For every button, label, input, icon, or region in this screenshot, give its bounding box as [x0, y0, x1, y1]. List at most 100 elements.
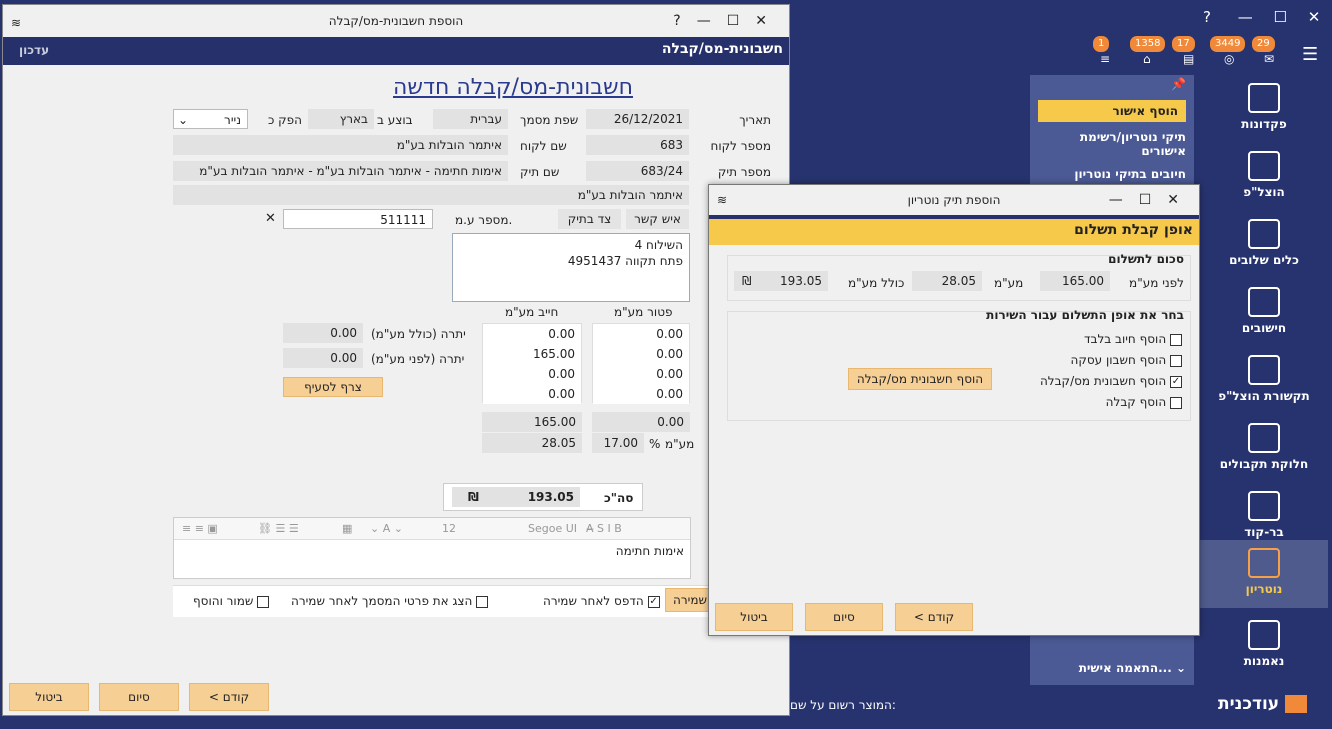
maximize-icon[interactable]: ☐ [726, 13, 756, 29]
format-icon[interactable]: ⌄ A ⌄ [370, 522, 403, 535]
option-checkbox[interactable] [1170, 354, 1182, 367]
vat-pct-field[interactable]: 17.00 [592, 433, 644, 453]
show-option[interactable]: הצג את פרטי המסמך לאחר שמירה [291, 594, 489, 608]
update-button[interactable]: עדכון [19, 43, 50, 57]
nav-receipts[interactable]: חלוקת תקבולים [1200, 415, 1328, 483]
help-icon[interactable]: ? [673, 13, 697, 29]
pin-icon[interactable]: 📌 [1171, 77, 1186, 91]
gavel-icon [1248, 151, 1280, 181]
file-no-field[interactable]: 683/24 [586, 161, 689, 181]
prev-button[interactable]: < קודם [895, 603, 973, 631]
exempt-header: פטור מע"מ [614, 305, 673, 319]
nav-communication[interactable]: תקשורת הוצל"פ [1200, 347, 1328, 415]
add-invoice-button[interactable]: הוסף חשבונית מס/קבלה [848, 368, 992, 390]
doc-lang-select[interactable]: עברית [433, 109, 508, 129]
attach-button[interactable]: צרף לסעיף [283, 377, 383, 397]
option-checkbox[interactable] [1170, 396, 1182, 409]
nav-trust[interactable]: נאמנות [1200, 612, 1328, 680]
liable-row-1[interactable]: 0.00 [483, 324, 581, 344]
align-icon[interactable]: ≡ ≡ ▣ [182, 522, 218, 535]
exec-in-select[interactable]: בארץ [308, 109, 374, 129]
finish-button[interactable]: סיום [99, 683, 179, 711]
nav-notary[interactable]: נוטריון [1200, 540, 1328, 608]
cancel-button[interactable]: ביטול [715, 603, 793, 631]
nav-execution[interactable]: הוצל"פ [1200, 143, 1328, 211]
finish-button[interactable]: סיום [805, 603, 883, 631]
client-no-field[interactable]: 683 [586, 135, 689, 155]
badge-5[interactable]: 29 [1252, 36, 1275, 52]
exempt-row-1[interactable]: 0.00 [593, 324, 689, 344]
maximize-icon[interactable]: ☐ [1273, 8, 1287, 26]
coin-icon[interactable]: ◎ [1224, 52, 1235, 66]
print-checkbox[interactable]: ✓ [647, 595, 660, 608]
print-option[interactable]: הדפס לאחר שמירה ✓ [543, 594, 660, 608]
address-box[interactable]: השילוח 4 פתח תקווה 4951437 [452, 233, 690, 302]
nav-barcode[interactable]: בר-קוד [1200, 483, 1328, 551]
incl-vat-field: ₪ 193.05 [734, 271, 828, 291]
badge-1[interactable]: 1 [1093, 36, 1110, 52]
option-tax-invoice[interactable]: הוסף חשבונית מס/קבלה ✓ [1039, 374, 1182, 388]
stack-icon[interactable]: ≡ [1100, 52, 1111, 66]
save-add-option[interactable]: שמור והוסף [193, 594, 270, 608]
badge-2[interactable]: 1358 [1130, 36, 1166, 52]
minimize-icon[interactable]: — [1237, 8, 1253, 26]
nav-calculations[interactable]: חישובים [1200, 279, 1328, 347]
text-style-icon[interactable]: A̶ S I B [586, 522, 622, 535]
liable-row-2[interactable]: 165.00 [483, 344, 581, 364]
client-full-field[interactable]: איתמר הובלות בע"מ [173, 185, 689, 205]
table-icon[interactable]: ▦ [342, 522, 353, 535]
vat-no-input[interactable]: 511111 [283, 209, 433, 229]
add-approval-item[interactable]: הוסף אישור [1038, 100, 1186, 122]
prev-button[interactable]: < קודם [189, 683, 269, 711]
liable-row-3[interactable]: 0.00 [483, 364, 581, 384]
font-size-select[interactable]: 12 [442, 522, 456, 535]
notes-editor[interactable]: ≡ ≡ ▣ ⛓ ☰ ☰ ▦ ⌄ A ⌄ 12 Segoe UI A̶ S I B… [173, 517, 691, 579]
chevron-down-icon: ⌄ [178, 113, 189, 127]
bank-icon[interactable]: ⌂ [1143, 52, 1151, 66]
nav-tools[interactable]: כלים שלובים [1200, 211, 1328, 279]
clear-icon[interactable]: ✕ [265, 211, 276, 226]
close-icon[interactable]: ✕ [1167, 192, 1195, 208]
notary-charges-item[interactable]: חיובים בתיקי נוטריון [1074, 167, 1186, 181]
exempt-row-4[interactable]: 0.00 [593, 384, 689, 404]
contact-button[interactable]: איש קשר [626, 209, 689, 229]
save-add-checkbox[interactable] [257, 595, 270, 608]
nav-label: תקשורת הוצל"פ [1218, 389, 1310, 403]
liable-column[interactable]: 0.00 165.00 0.00 0.00 [482, 323, 582, 404]
option-receipt[interactable]: הוסף קבלה [1106, 395, 1182, 409]
customize-item[interactable]: התאמה אישית... ⌄ [1078, 661, 1186, 675]
badge-3[interactable]: 17 [1172, 36, 1195, 52]
show-checkbox[interactable] [476, 595, 489, 608]
option-checkbox[interactable] [1170, 333, 1182, 346]
font-select[interactable]: Segoe UI [528, 522, 578, 535]
option-transaction-account[interactable]: הוסף חשבון עסקה [1071, 353, 1182, 367]
cancel-button[interactable]: ביטול [9, 683, 89, 711]
help-icon[interactable]: ? [1203, 8, 1211, 26]
window-controls: ? — ☐ ✕ [1203, 8, 1323, 28]
maximize-icon[interactable]: ☐ [1138, 192, 1168, 208]
close-icon[interactable]: ✕ [1307, 8, 1321, 26]
option-charge-only[interactable]: הוסף חיוב בלבד [1084, 332, 1182, 346]
mail-icon[interactable]: ✉ [1264, 52, 1275, 66]
save-options: שמירה הדפס לאחר שמירה ✓ הצג את פרטי המסמ… [173, 585, 793, 617]
issue-select[interactable]: ⌄ נייר [173, 109, 248, 129]
badge-4[interactable]: 3449 [1210, 36, 1246, 52]
liable-row-4[interactable]: 0.00 [483, 384, 581, 404]
client-name-field[interactable]: איתמר הובלות בע"מ [173, 135, 508, 155]
file-name-field[interactable]: אימות חתימה - איתמר הובלות בע"מ - איתמר … [173, 161, 508, 181]
exempt-row-3[interactable]: 0.00 [593, 364, 689, 384]
option-checkbox[interactable]: ✓ [1170, 375, 1182, 388]
doc-icon[interactable]: ▤ [1183, 52, 1195, 66]
nav-deposits[interactable]: פקדונות [1200, 75, 1328, 143]
date-field[interactable]: 26/12/2021 [586, 109, 689, 129]
minimize-icon[interactable]: — [1108, 192, 1139, 208]
exempt-row-2[interactable]: 0.00 [593, 344, 689, 364]
menu-icon[interactable]: ☰ [1302, 44, 1319, 65]
invoice-window: ≋ הוספת חשבונית-מס/קבלה ?—☐✕ עדכון חשבונ… [2, 4, 793, 716]
file-side-button[interactable]: צד בתיק [558, 209, 621, 229]
minimize-icon[interactable]: — [696, 13, 727, 29]
notary-files-item[interactable]: תיקי נוטריון/רשימת אישורים [1079, 130, 1186, 158]
exempt-column[interactable]: 0.00 0.00 0.00 0.00 [592, 323, 690, 404]
close-icon[interactable]: ✕ [755, 13, 783, 29]
list-icon[interactable]: ⛓ ☰ ☰ [258, 522, 299, 535]
